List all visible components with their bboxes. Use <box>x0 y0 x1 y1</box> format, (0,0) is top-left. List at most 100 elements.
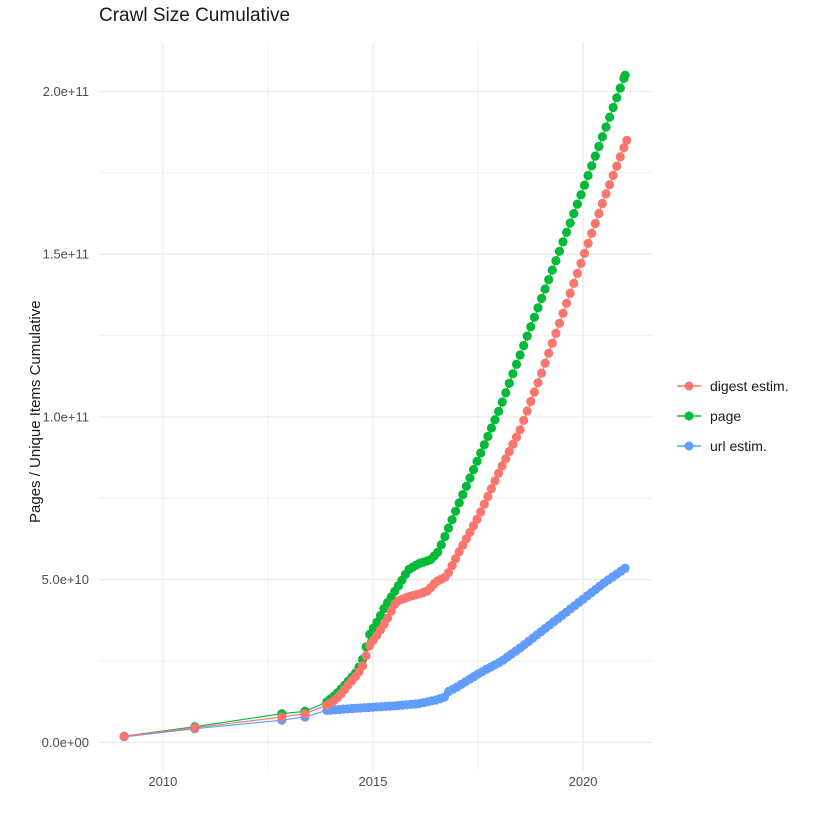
legend-key-digest-icon <box>677 381 701 391</box>
data-point <box>594 141 604 151</box>
data-point <box>590 151 600 161</box>
data-point <box>619 143 629 153</box>
data-point <box>565 218 575 228</box>
data-point <box>537 293 547 303</box>
data-point <box>515 350 525 360</box>
data-point <box>565 288 575 298</box>
data-point <box>594 208 604 219</box>
legend-label-page: page <box>710 408 742 424</box>
data-point <box>386 606 396 616</box>
data-point <box>497 397 507 407</box>
data-point <box>490 476 500 486</box>
data-point <box>483 431 493 441</box>
data-point <box>620 70 630 80</box>
legend-label-digest-estim: digest estim. <box>710 378 789 394</box>
data-point <box>375 611 386 621</box>
data-point <box>472 456 482 466</box>
y-tick-label: 2.0e+11 <box>43 84 89 99</box>
data-point <box>468 465 479 475</box>
data-point <box>486 484 496 494</box>
data-point <box>608 170 618 180</box>
data-point <box>433 547 443 557</box>
data-point <box>569 209 579 219</box>
data-point <box>605 180 615 190</box>
data-point <box>522 406 532 416</box>
data-point <box>476 507 486 517</box>
data-point <box>443 568 454 578</box>
data-point <box>572 268 583 278</box>
data-point <box>501 388 511 398</box>
data-point <box>519 415 529 425</box>
data-point <box>451 554 461 564</box>
x-tick-label: 2010 <box>148 774 177 789</box>
data-point <box>562 227 572 237</box>
data-point <box>358 661 368 671</box>
data-point <box>554 246 565 256</box>
data-point <box>504 446 514 457</box>
data-point <box>540 284 550 294</box>
data-point <box>554 318 565 328</box>
series-line-digest-estim <box>124 140 628 737</box>
data-point <box>451 506 461 516</box>
data-point <box>551 328 561 338</box>
data-point <box>526 322 536 332</box>
data-point <box>497 461 507 471</box>
data-point <box>508 369 518 379</box>
data-point <box>562 298 572 308</box>
data-point <box>440 531 450 542</box>
data-point <box>597 198 608 209</box>
legend-item-digest-estim: digest estim. <box>676 378 789 394</box>
data-point <box>519 341 529 351</box>
data-point <box>576 190 586 200</box>
legend-key-url-icon <box>677 441 701 451</box>
data-point <box>608 102 618 113</box>
data-point <box>558 308 568 318</box>
data-point <box>540 358 550 368</box>
chart-title: Crawl Size Cumulative <box>99 5 291 26</box>
data-point <box>583 238 593 248</box>
data-point <box>476 448 486 458</box>
data-point <box>447 515 457 525</box>
data-point <box>504 378 514 388</box>
series-digest-estim <box>119 135 632 741</box>
data-point <box>490 415 500 425</box>
data-point <box>529 312 540 322</box>
x-tick-label: 2015 <box>359 774 388 789</box>
data-point <box>515 425 525 435</box>
data-point <box>601 122 611 132</box>
data-point <box>569 278 579 288</box>
data-point <box>494 468 504 478</box>
data-point <box>590 218 600 229</box>
data-point <box>277 712 287 722</box>
data-point <box>587 228 597 238</box>
legend-key-page-icon <box>677 411 701 421</box>
legend-label-url-estim: url estim. <box>710 438 767 454</box>
data-point <box>472 514 482 525</box>
data-point <box>454 498 464 508</box>
data-point <box>361 651 371 661</box>
data-point <box>300 709 310 719</box>
data-point <box>547 265 557 275</box>
data-point <box>511 432 522 442</box>
data-point <box>494 406 504 416</box>
series-page <box>119 70 630 741</box>
data-point <box>508 439 518 449</box>
data-point <box>533 378 543 388</box>
series-url-estim <box>119 563 630 742</box>
legend: digest estim. page url estim. <box>676 378 789 454</box>
data-point <box>601 189 611 199</box>
data-point <box>622 135 632 145</box>
data-point <box>576 258 586 268</box>
data-point <box>579 248 590 258</box>
data-point <box>458 490 468 500</box>
data-point <box>501 454 511 464</box>
data-point <box>612 93 622 103</box>
data-point <box>479 440 489 450</box>
data-point <box>615 83 625 93</box>
data-point <box>529 387 540 397</box>
data-point <box>119 731 129 741</box>
legend-item-url-estim: url estim. <box>676 438 789 454</box>
y-tick-label: 0.0e+00 <box>42 735 89 750</box>
data-point <box>479 499 489 509</box>
